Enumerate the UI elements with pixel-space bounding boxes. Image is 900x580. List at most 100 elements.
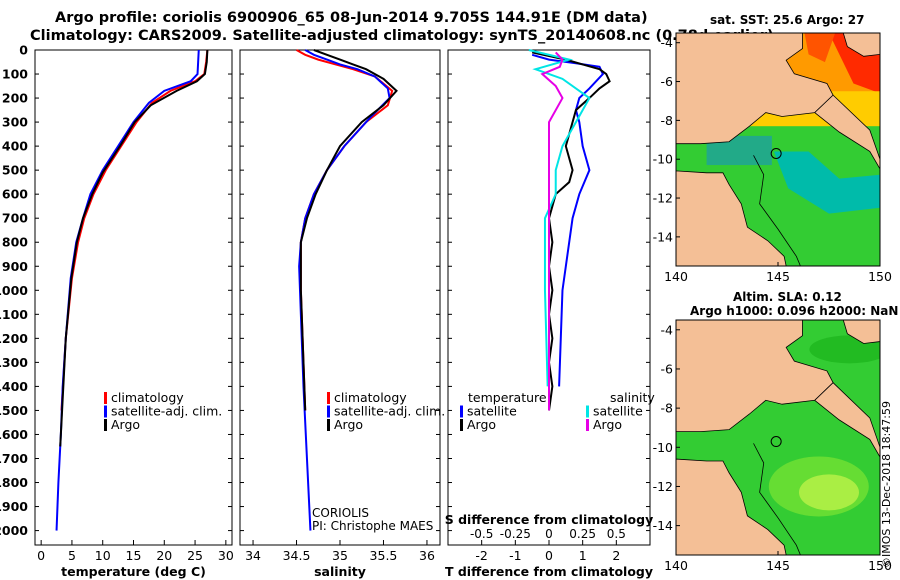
temp-legend-swatch	[104, 405, 107, 418]
sst-land-island	[842, 33, 880, 57]
sst-lat-tick-label: -10	[653, 152, 673, 167]
sla-lat-tick-label: -6	[661, 361, 674, 376]
sst-cool-patch	[773, 151, 880, 214]
depth-tick-label: 100	[2, 67, 28, 82]
sst-map-content	[676, 33, 880, 266]
diff-temperature-legend-swatch	[460, 405, 463, 418]
depth-tick-label: 700	[2, 211, 28, 226]
diff-x-tick-label: 2	[612, 548, 620, 563]
depth-tick-label: 400	[2, 139, 28, 154]
sst-land-papua-tail	[814, 94, 880, 170]
sst-lat-tick-label: -14	[653, 229, 673, 244]
sal-legend-swatch	[327, 405, 330, 418]
sla-map	[675, 319, 881, 556]
diff-x-tick-label: -2	[475, 548, 487, 563]
sla-lon-tick-label: 140	[664, 558, 688, 573]
sst-lat-tick-label: -4	[661, 35, 674, 50]
diff-series-s-argo	[540, 51, 564, 411]
temp-series-satellite-adj-clim-	[55, 49, 200, 531]
sla-land-papua-tail	[814, 382, 880, 458]
sst-map	[675, 32, 881, 267]
diff-x-tick-label: 1	[579, 548, 587, 563]
sla-land-island	[842, 320, 880, 344]
temp-series-argo	[59, 49, 209, 447]
depth-tick-label: 1600	[0, 427, 28, 442]
depth-tick-label: 1100	[0, 307, 28, 322]
sst-lon-tick-label: 150	[868, 269, 892, 284]
diff-s-tick-label: 0.25	[569, 527, 596, 541]
sal-x-tick-label: 34.5	[283, 548, 311, 563]
sla-argo-position-marker	[770, 436, 782, 448]
sal-x-tick-label: 35	[332, 548, 348, 563]
pi-label: PI: Christophe MAES	[312, 519, 433, 533]
temp-x-tick-label: 20	[156, 548, 172, 563]
sal-x-tick-label: 34	[245, 548, 261, 563]
depth-tick-label: 900	[2, 259, 28, 274]
sla-high-core	[799, 474, 859, 511]
diff-temperature-legend-title: temperature	[468, 390, 547, 405]
diff-salinity-legend-swatch	[586, 405, 589, 418]
sal-panel-frame	[239, 49, 441, 546]
sal-x-tick-label: 36	[419, 548, 435, 563]
temp-x-tick-label: 30	[218, 548, 234, 563]
title-line-1: Argo profile: coriolis 6900906_65 08-Jun…	[55, 10, 648, 26]
sla-lat-tick-label: -8	[661, 401, 674, 416]
sal-series-climatology	[296, 49, 394, 411]
sal-x-tick-label: 35.5	[370, 548, 398, 563]
sst-lon-tick-label: 145	[766, 269, 790, 284]
temp-x-tick-label: 25	[187, 548, 203, 563]
sal-legend-label: satellite-adj. clim.	[334, 404, 445, 419]
sla-lon-tick-label: 150	[868, 558, 892, 573]
credit-text: ©IMOS 13-Dec-2018 18:47:59	[880, 401, 893, 568]
diff-series-t-argo	[531, 51, 611, 411]
depth-tick-label: 1000	[0, 283, 28, 298]
sla-lon-tick-label: 145	[766, 558, 790, 573]
diff-temperature-legend-swatch	[460, 419, 463, 431]
diff-x-tick-label: 0	[545, 548, 553, 563]
temp-legend-label: Argo	[111, 417, 140, 432]
sla-map-title-2: Argo h1000: 0.096 h2000: NaN	[690, 304, 899, 318]
sal-legend-label: Argo	[334, 417, 363, 432]
temp-x-axis-label: temperature (deg C)	[61, 564, 206, 579]
depth-tick-label: 200	[2, 91, 28, 106]
temp-legend-label: climatology	[111, 390, 184, 405]
diff-s-axis-label: S difference from climatology	[445, 512, 654, 527]
sst-lat-tick-label: -8	[661, 113, 674, 128]
temp-legend-swatch	[104, 392, 107, 404]
diff-s-tick-label: -0.25	[500, 527, 531, 541]
depth-tick-label: 1700	[0, 451, 28, 466]
sst-lon-tick-label: 140	[664, 269, 688, 284]
depth-tick-label: 2000	[0, 523, 28, 538]
sst-argo-position-marker	[770, 147, 782, 159]
depth-tick-label: 0	[19, 43, 28, 58]
depth-tick-label: 500	[2, 163, 28, 178]
diff-temperature-legend-label: satellite	[467, 404, 517, 419]
diff-salinity-legend-title: salinity	[610, 390, 655, 405]
sla-land-australia	[676, 458, 787, 555]
sla-reef-contour	[753, 443, 801, 555]
depth-tick-label: 300	[2, 115, 28, 130]
depth-tick-label: 1500	[0, 403, 28, 418]
depth-tick-label: 1200	[0, 331, 28, 346]
sla-lat-tick-label: -12	[653, 479, 673, 494]
temp-x-tick-label: 5	[68, 548, 76, 563]
depth-tick-label: 1900	[0, 499, 28, 514]
temp-x-tick-label: 10	[95, 548, 111, 563]
sal-legend-swatch	[327, 392, 330, 404]
sal-x-axis-label: salinity	[314, 564, 366, 579]
sst-lat-tick-label: -6	[661, 74, 674, 89]
diff-s-tick-label: 0	[545, 527, 553, 541]
diff-series-t-satellite	[531, 53, 605, 387]
temp-legend-label: satellite-adj. clim.	[111, 404, 222, 419]
depth-tick-label: 1300	[0, 355, 28, 370]
diff-x-tick-label: -1	[509, 548, 521, 563]
sst-hot-patch	[804, 33, 836, 63]
depth-tick-label: 600	[2, 187, 28, 202]
diff-x-axis-label: T difference from climatology	[445, 564, 653, 579]
depth-tick-label: 1800	[0, 475, 28, 490]
sal-legend-label: climatology	[334, 390, 407, 405]
depth-tick-label: 1400	[0, 379, 28, 394]
sst-lat-tick-label: -12	[653, 191, 673, 206]
sal-legend-swatch	[327, 419, 330, 431]
coriolis-label: CORIOLIS	[312, 506, 369, 520]
